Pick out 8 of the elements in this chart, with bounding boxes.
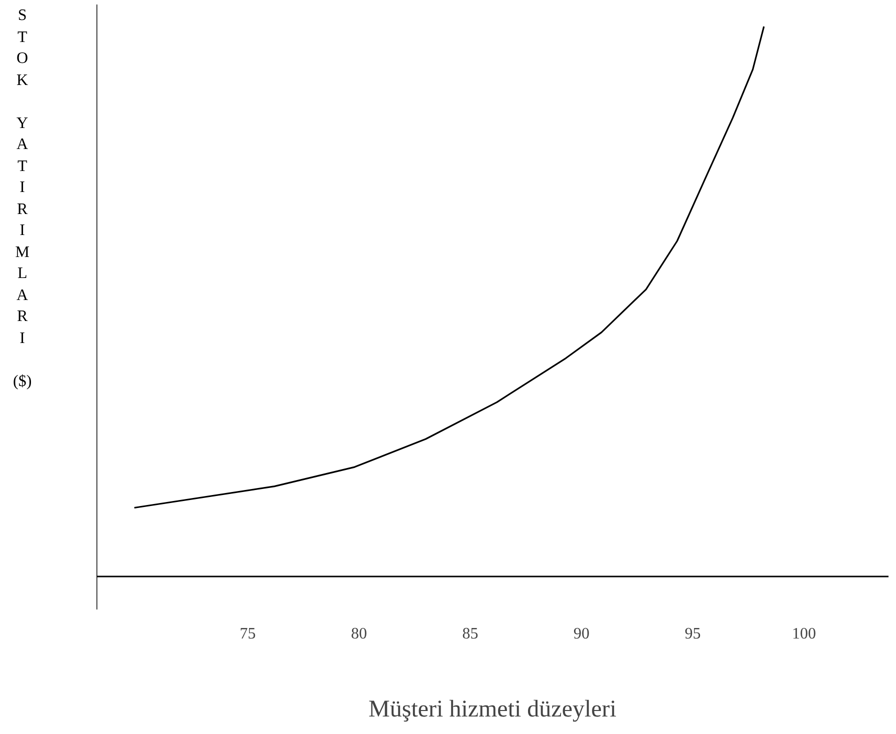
x-tick-label: 80 — [351, 626, 368, 642]
x-tick-label: 75 — [240, 626, 256, 642]
x-tick-label: 85 — [462, 626, 478, 642]
text: STOK YATIRIMLARI ($) — [13, 7, 32, 390]
x-axis-title: Müşteri hizmeti düzeyleri — [368, 696, 617, 722]
x-tick-label: 95 — [684, 626, 701, 642]
x-tick-label: 100 — [792, 626, 816, 642]
x-tick-label: 90 — [573, 626, 590, 642]
